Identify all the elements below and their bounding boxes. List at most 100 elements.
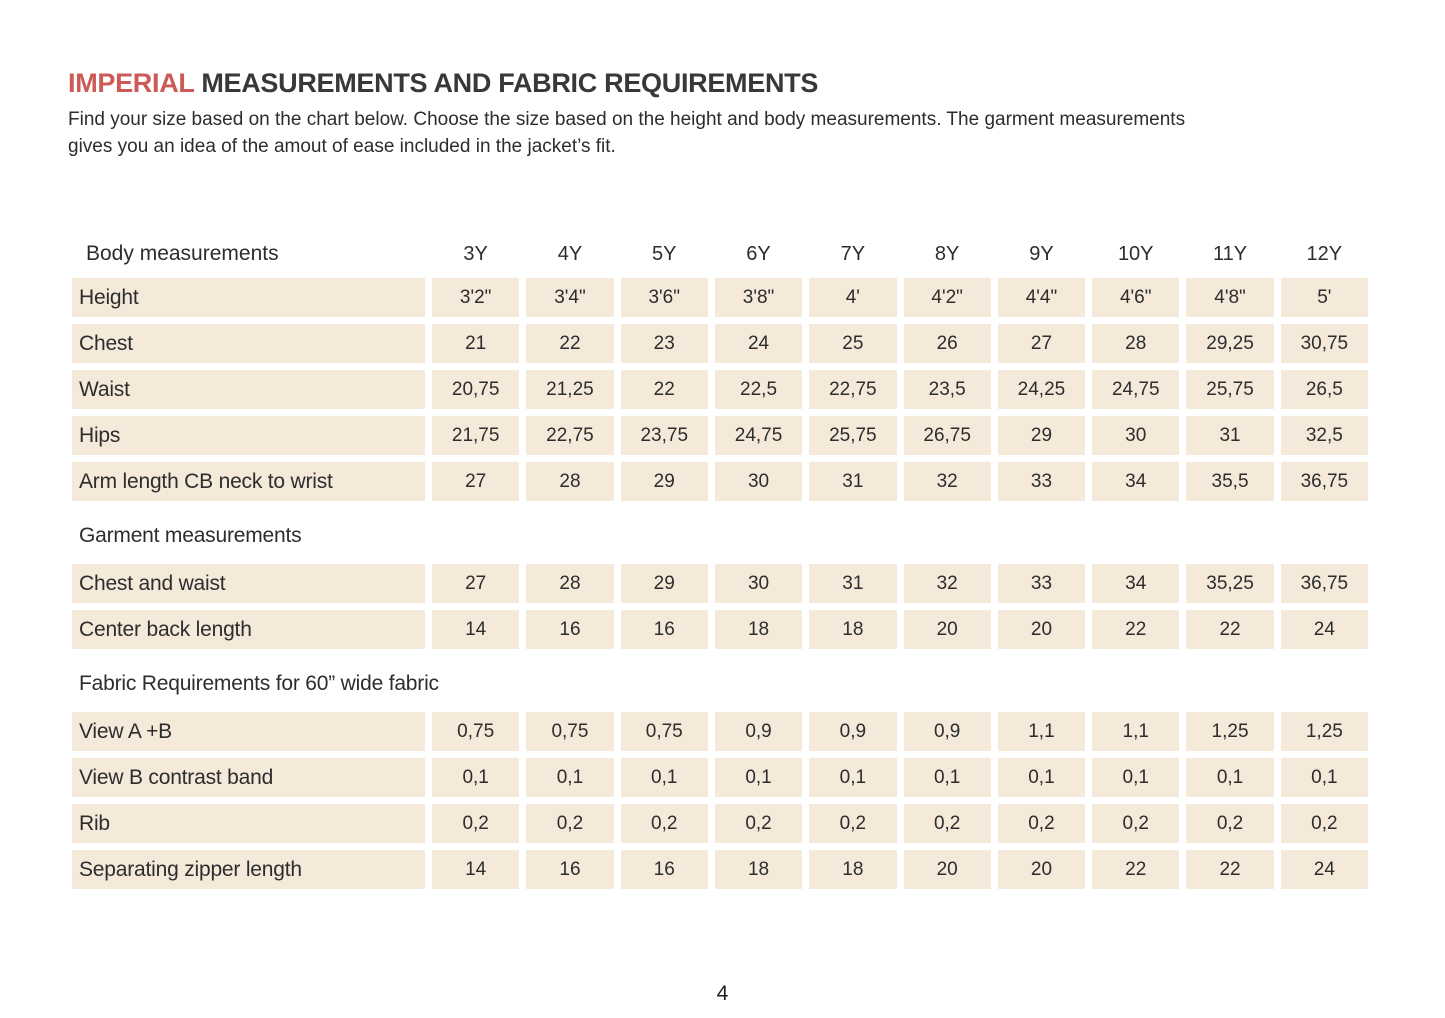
measurement-cell: 31 bbox=[809, 564, 897, 603]
measurement-cell: 20 bbox=[997, 850, 1086, 889]
measurement-cell: 24,25 bbox=[997, 370, 1086, 409]
measurement-cell: 30 bbox=[714, 462, 803, 501]
measurement-cell: 36,75 bbox=[1280, 462, 1368, 501]
table-header-row: Body measurements 3Y 4Y 5Y 6Y 7Y 8Y 9Y 10Y 11Y 12… bbox=[72, 230, 1368, 270]
size-column-header: 12Y bbox=[1306, 243, 1343, 265]
measurement-cell: 30 bbox=[1092, 416, 1180, 455]
section-heading: Fabric Requirements for 60” wide fabric bbox=[79, 672, 439, 695]
intro-paragraph: Find your size based on the chart below.… bbox=[68, 106, 1368, 160]
measurement-cell: 14 bbox=[432, 850, 520, 889]
measurement-cell: 25,75 bbox=[1186, 370, 1274, 409]
measurement-cell: 23,75 bbox=[620, 416, 708, 455]
measurement-cell: 0,2 bbox=[620, 804, 708, 843]
size-column-header: 5Y bbox=[652, 243, 677, 265]
row-label: Chest and waist bbox=[72, 564, 425, 603]
measurement-cell: 20 bbox=[997, 610, 1086, 649]
measurement-cell: 24 bbox=[714, 324, 803, 363]
measurement-cell: 26 bbox=[903, 324, 991, 363]
body-measurements-header: Body measurements bbox=[86, 242, 279, 265]
measurement-cell: 0,1 bbox=[809, 758, 897, 797]
page-title: IMPERIAL MEASUREMENTS AND FABRIC REQUIRE… bbox=[68, 68, 1368, 99]
row-label: Rib bbox=[72, 804, 425, 843]
measurement-cell: 3'8" bbox=[714, 278, 803, 317]
table-row: Arm length CB neck to wrist 27 28 29 30 31 32 3… bbox=[72, 462, 1368, 501]
measurement-cell: 26,75 bbox=[903, 416, 991, 455]
size-column-header: 10Y bbox=[1117, 243, 1154, 265]
measurement-cell: 27 bbox=[997, 324, 1086, 363]
measurement-cell: 14 bbox=[432, 610, 520, 649]
measurement-cell: 18 bbox=[809, 610, 897, 649]
measurement-cell: 31 bbox=[809, 462, 897, 501]
measurement-cell: 18 bbox=[809, 850, 897, 889]
measurement-cell: 34 bbox=[1092, 564, 1180, 603]
measurement-cell: 5' bbox=[1280, 278, 1368, 317]
measurement-cell: 0,75 bbox=[620, 712, 708, 751]
table-row: Hips 21,75 22,75 23,75 24,75 25,75 26,75 29 30 31… bbox=[72, 416, 1368, 455]
measurement-cell: 0,1 bbox=[997, 758, 1086, 797]
measurement-cell: 0,9 bbox=[903, 712, 991, 751]
measurement-cell: 36,75 bbox=[1280, 564, 1368, 603]
measurement-cell: 35,25 bbox=[1186, 564, 1274, 603]
measurement-cell: 25 bbox=[809, 324, 897, 363]
measurement-cell: 21 bbox=[432, 324, 520, 363]
row-label: Arm length CB neck to wrist bbox=[72, 462, 425, 501]
size-column-header: 6Y bbox=[746, 243, 771, 265]
measurement-cell: 4'6" bbox=[1092, 278, 1180, 317]
measurement-cell: 3'6" bbox=[620, 278, 708, 317]
row-label: Waist bbox=[72, 370, 425, 409]
measurement-cell: 3'4" bbox=[526, 278, 614, 317]
table-body: Height 3'2" 3'4" 3'6" 3'8" 4' 4'2" 4'4" 4'6" 4'8"… bbox=[72, 278, 1368, 889]
measurement-cell: 0,2 bbox=[1186, 804, 1274, 843]
measurement-cell: 21,75 bbox=[432, 416, 520, 455]
measurement-cell: 22 bbox=[1186, 610, 1274, 649]
measurement-cell: 0,1 bbox=[526, 758, 614, 797]
measurement-cell: 23,5 bbox=[903, 370, 991, 409]
measurement-cell: 0,1 bbox=[1186, 758, 1274, 797]
table-row: Center back length 14 16 16 18 18 20 20 22 22 24 bbox=[72, 610, 1368, 649]
measurement-cell: 0,1 bbox=[432, 758, 520, 797]
measurement-cell: 0,2 bbox=[997, 804, 1086, 843]
measurement-cell: 0,2 bbox=[903, 804, 991, 843]
measurement-cell: 16 bbox=[526, 850, 614, 889]
measurement-cell: 28 bbox=[526, 462, 614, 501]
measurement-cell: 0,75 bbox=[432, 712, 520, 751]
measurement-cell: 4' bbox=[809, 278, 897, 317]
size-column-header: 9Y bbox=[1029, 243, 1054, 265]
measurement-cell: 0,1 bbox=[1280, 758, 1368, 797]
row-label: Height bbox=[72, 278, 425, 317]
measurement-cell: 22,5 bbox=[714, 370, 803, 409]
row-label: Chest bbox=[72, 324, 425, 363]
measurement-cell: 22,75 bbox=[526, 416, 614, 455]
measurement-cell: 1,1 bbox=[997, 712, 1086, 751]
measurement-cell: 23 bbox=[620, 324, 708, 363]
measurement-cell: 0,9 bbox=[809, 712, 897, 751]
measurement-cell: 22,75 bbox=[809, 370, 897, 409]
measurement-cell: 35,5 bbox=[1186, 462, 1274, 501]
measurement-cell: 0,2 bbox=[1280, 804, 1368, 843]
document-header: IMPERIAL MEASUREMENTS AND FABRIC REQUIRE… bbox=[68, 68, 1368, 160]
measurement-cell: 32 bbox=[903, 564, 991, 603]
measurement-cell: 32,5 bbox=[1280, 416, 1368, 455]
measurement-cell: 27 bbox=[432, 564, 520, 603]
intro-line-2: gives you an idea of the amout of ease i… bbox=[68, 136, 616, 157]
measurement-cell: 27 bbox=[432, 462, 520, 501]
measurement-cell: 16 bbox=[526, 610, 614, 649]
measurement-cell: 0,1 bbox=[1092, 758, 1180, 797]
measurement-cell: 22 bbox=[620, 370, 708, 409]
measurement-cell: 24,75 bbox=[714, 416, 803, 455]
table-row: Chest 21 22 23 24 25 26 27 28 29,25 30,75 bbox=[72, 324, 1368, 363]
measurement-cell: 4'4" bbox=[997, 278, 1086, 317]
size-column-header: 8Y bbox=[934, 243, 960, 265]
intro-line-1: Find your size based on the chart below.… bbox=[68, 109, 1186, 130]
measurement-cell: 29 bbox=[997, 416, 1086, 455]
measurement-cell: 0,2 bbox=[809, 804, 897, 843]
page-number: 4 bbox=[716, 982, 729, 1005]
measurement-cell: 22 bbox=[526, 324, 614, 363]
measurement-cell: 4'2" bbox=[903, 278, 991, 317]
measurement-cell: 20,75 bbox=[432, 370, 520, 409]
measurement-cell: 0,9 bbox=[714, 712, 803, 751]
measurement-cell: 22 bbox=[1092, 610, 1180, 649]
table-row: View B contrast band 0,1 0,1 0,1 0,1 0,1 0,1 0,… bbox=[72, 758, 1368, 797]
table-row: Waist 20,75 21,25 22 22,5 22,75 23,5 24,25 24,75… bbox=[72, 370, 1368, 409]
measurement-cell: 18 bbox=[714, 850, 803, 889]
